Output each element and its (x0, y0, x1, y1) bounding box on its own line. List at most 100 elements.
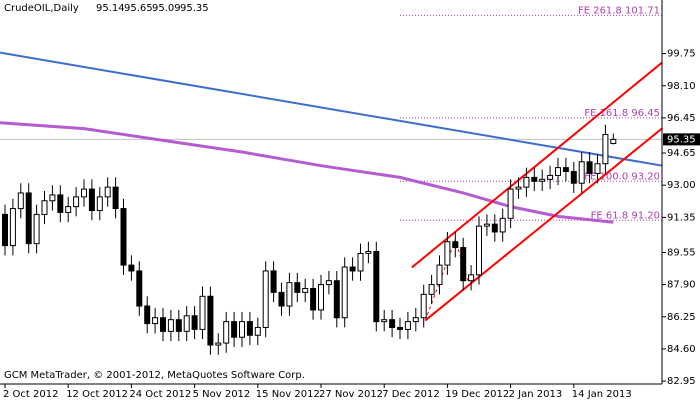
candle-body (81, 188, 87, 198)
candle-body (207, 295, 214, 346)
candle-body (215, 342, 222, 346)
candle-body (412, 317, 419, 323)
candle-body (539, 178, 546, 182)
candle-body (49, 194, 56, 202)
candle-body (444, 241, 451, 266)
fibo-label: FE 161.8 96.45 (584, 108, 660, 119)
candle-body (452, 241, 459, 249)
candle-body (491, 223, 498, 233)
candle-body (523, 176, 530, 188)
candle-body (404, 321, 411, 330)
candle-body (175, 319, 182, 332)
candle-body (160, 317, 166, 332)
candle-body (183, 315, 190, 332)
candle-body (602, 133, 609, 165)
candle-body (499, 217, 506, 233)
overlay-line (0, 51, 663, 167)
chart-title: CrudeOIL,Daily (4, 3, 79, 14)
candle-body (136, 270, 143, 307)
candle-body (570, 171, 577, 184)
x-tick-label: 2 Oct 2012 (3, 389, 58, 400)
candle-body (468, 274, 475, 282)
candle-body (507, 188, 514, 219)
y-tick-label: 94.65 (667, 148, 696, 159)
candle-body (436, 264, 443, 286)
candle-body (333, 280, 340, 319)
candle-body (365, 250, 372, 254)
x-tick-label: 7 Dec 2012 (382, 389, 440, 400)
candle-body (73, 196, 80, 208)
footer: GCM MetaTrader, © 2001-2012, MetaQuotes … (4, 370, 305, 381)
y-tick-label: 98.10 (667, 81, 696, 92)
candle-body (254, 326, 261, 336)
overlay-line (424, 127, 663, 322)
candle-body (278, 291, 285, 307)
candle-body (223, 321, 230, 344)
y-tick-label: 87.90 (667, 280, 696, 291)
header-low: 95.09 (152, 3, 181, 14)
candle-body (286, 282, 293, 307)
candle-body (420, 293, 427, 319)
y-tick-label: 93.00 (667, 180, 696, 191)
x-tick-label: 24 Oct 2012 (129, 389, 191, 400)
candle-body (65, 206, 72, 213)
candle-body (246, 321, 253, 336)
candle-body (239, 321, 245, 338)
x-tick-label: 12 Oct 2012 (66, 389, 128, 400)
candle-body (555, 167, 561, 176)
candle-body (33, 213, 40, 245)
y-tick-label: 82.95 (667, 376, 696, 387)
candle-body (310, 287, 317, 311)
candle-body (476, 225, 482, 276)
candle-body (120, 208, 127, 266)
candle-body (41, 200, 48, 215)
candle-body (25, 192, 32, 245)
fibo-label: FE 261.8 101.71 (578, 5, 660, 16)
y-tick-label: 96.45 (667, 113, 696, 124)
x-tick-label: 2 Jan 2013 (509, 389, 563, 400)
candle-body (167, 319, 174, 332)
candle-body (57, 194, 64, 213)
price-box-label: 95.35 (667, 134, 696, 145)
candle-body (373, 250, 380, 323)
candle-body (531, 176, 538, 182)
candle-body (112, 186, 119, 210)
x-tick-label: 19 Dec 2012 (445, 389, 509, 400)
price-box (663, 133, 700, 146)
candle-body (270, 270, 277, 293)
candle-body (199, 295, 206, 330)
candle-body (547, 174, 554, 180)
candle-body (88, 188, 95, 212)
x-tick-label: 14 Jan 2013 (572, 389, 632, 400)
overlay-line (411, 61, 663, 269)
candle-body (104, 186, 111, 198)
header-close: 95.35 (180, 3, 209, 14)
candle-body (610, 138, 617, 144)
header-open: 95.14 (96, 3, 125, 14)
candle-body (586, 161, 593, 174)
candle-body (2, 213, 8, 247)
candle-body (144, 305, 151, 325)
candle-body (357, 252, 364, 272)
header-high: 95.65 (124, 3, 153, 14)
candle-body (397, 326, 403, 330)
y-tick-label: 99.75 (667, 49, 696, 60)
candle-body (96, 196, 103, 212)
candle-body (562, 167, 569, 173)
candle-body (389, 319, 396, 328)
candle-body (515, 186, 522, 190)
candle-body (17, 192, 24, 210)
x-tick-label: 27 Nov 2012 (319, 389, 383, 400)
candle-body (231, 321, 238, 338)
overlay-line (0, 121, 614, 224)
candle-body (483, 223, 490, 227)
fibo-label: FE 100.0 93.20 (584, 171, 660, 182)
x-tick-label: 5 Nov 2012 (193, 389, 251, 400)
y-tick-label: 86.25 (667, 312, 696, 323)
candle-body (428, 284, 435, 295)
candle-body (594, 163, 601, 174)
y-tick-label: 91.35 (667, 212, 696, 223)
candle-body (318, 284, 324, 311)
